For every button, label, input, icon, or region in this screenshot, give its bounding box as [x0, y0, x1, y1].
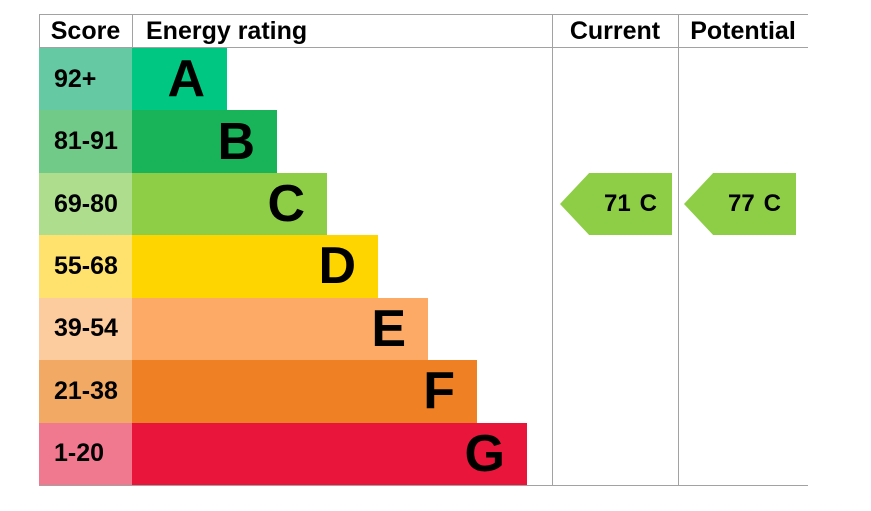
band-score-cell: 69-80: [39, 172, 132, 236]
band-score-cell: 39-54: [39, 297, 132, 361]
band-score-label: 39-54: [54, 314, 118, 343]
header-row: Score Energy rating Current Potential: [39, 15, 808, 48]
current-rating-band-letter: C: [639, 190, 658, 217]
band-letter: B: [217, 112, 255, 171]
band-row: 55-68 D: [39, 235, 808, 298]
band-row: 21-38 F: [39, 360, 808, 423]
band-score-cell: 81-91: [39, 110, 132, 173]
potential-rating-band-letter: C: [763, 190, 782, 217]
band-row: 39-54 E: [39, 297, 808, 361]
band-score-label: 81-91: [54, 127, 118, 156]
band-letter: F: [423, 362, 455, 421]
epc-rating-chart: Score Energy rating Current Potential 92…: [39, 14, 808, 486]
band-letter: D: [318, 237, 356, 296]
band-bar: F: [132, 360, 477, 423]
band-score-label: 92+: [54, 64, 97, 93]
band-score-label: 69-80: [54, 189, 118, 218]
band-score-label: 21-38: [54, 376, 118, 405]
band-row: 1-20 G: [39, 422, 808, 485]
band-bar: D: [132, 235, 378, 298]
band-row: 81-91 B: [39, 110, 808, 173]
band-score-cell: 92+: [39, 48, 132, 111]
current-potential-divider: [678, 15, 679, 485]
rating-current-divider: [552, 15, 553, 485]
band-bar: B: [132, 110, 277, 173]
band-bar: G: [132, 422, 527, 485]
score-column-header: Score: [50, 16, 121, 45]
band-bar: C: [132, 172, 327, 236]
band-letter: C: [267, 175, 305, 234]
band-bar: E: [132, 297, 428, 361]
band-bar: A: [132, 48, 227, 111]
band-rows: 92+ A 81-91 B 69-80 C 55-68 D 39-54: [39, 48, 808, 485]
band-row: 92+ A: [39, 48, 808, 111]
band-score-label: 55-68: [54, 251, 118, 280]
potential-column-header: Potential: [690, 16, 796, 45]
band-letter: E: [371, 299, 406, 358]
band-score-cell: 55-68: [39, 235, 132, 298]
energy-rating-column-header: Energy rating: [146, 16, 308, 45]
band-letter: A: [167, 50, 205, 109]
band-score-cell: 1-20: [39, 422, 132, 485]
score-rating-divider: [132, 15, 133, 48]
band-score-label: 1-20: [54, 439, 105, 468]
band-score-cell: 21-38: [39, 360, 132, 423]
current-rating-value: 71: [603, 190, 631, 217]
current-column-header: Current: [569, 16, 661, 45]
band-letter: G: [464, 424, 505, 483]
potential-rating-value: 77: [727, 190, 755, 217]
band-row: 69-80 C: [39, 172, 808, 236]
table-left-border: [39, 15, 40, 48]
